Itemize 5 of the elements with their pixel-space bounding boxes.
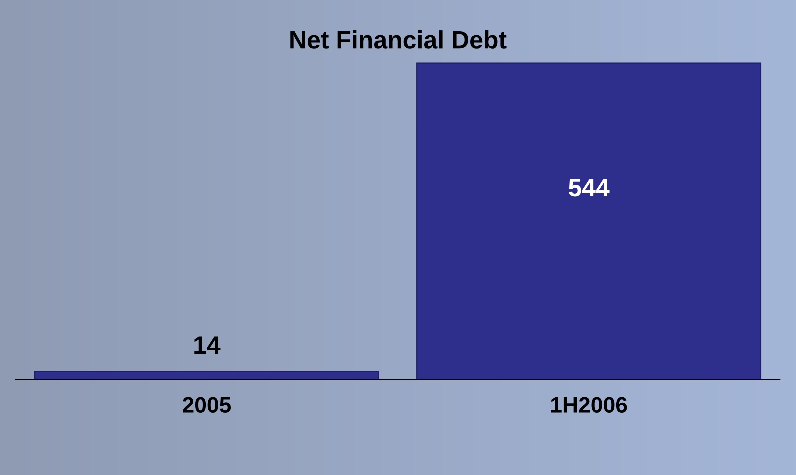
x-tick-label: 2005 (183, 397, 232, 413)
data-label: 14 (194, 336, 221, 354)
x-tick-label: 1H2006 (552, 397, 628, 413)
chart-title: Net Financial Debt (290, 30, 507, 49)
data-label: 544 (568, 179, 610, 197)
